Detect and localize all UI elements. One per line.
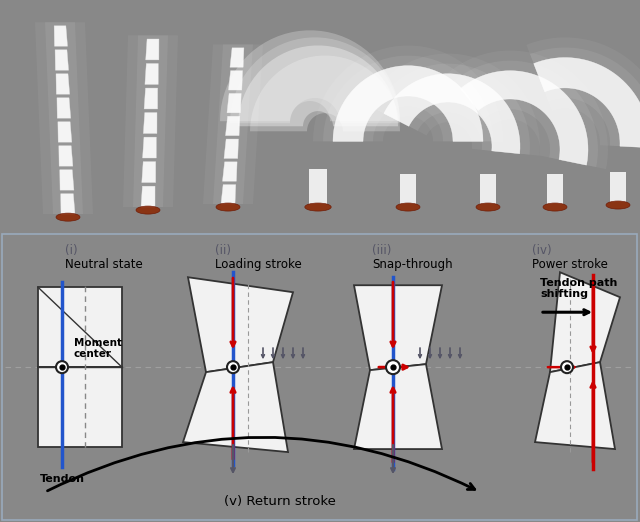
Polygon shape — [188, 277, 293, 372]
Text: (v) Return stroke: (v) Return stroke — [224, 495, 336, 508]
Polygon shape — [220, 30, 400, 121]
Circle shape — [386, 360, 400, 374]
Polygon shape — [228, 70, 243, 90]
Polygon shape — [54, 26, 67, 46]
Polygon shape — [224, 139, 239, 158]
Text: Moment
center: Moment center — [74, 338, 122, 359]
Ellipse shape — [305, 203, 332, 211]
Polygon shape — [460, 70, 588, 165]
Polygon shape — [366, 54, 540, 156]
Polygon shape — [35, 22, 93, 214]
Polygon shape — [143, 137, 156, 158]
Polygon shape — [203, 44, 263, 204]
Circle shape — [56, 361, 68, 373]
Polygon shape — [530, 48, 640, 148]
Polygon shape — [313, 45, 503, 141]
Polygon shape — [55, 50, 68, 70]
Polygon shape — [59, 146, 73, 166]
Text: Loading stroke: Loading stroke — [215, 258, 301, 271]
Polygon shape — [238, 45, 398, 126]
Polygon shape — [354, 364, 442, 449]
Polygon shape — [146, 39, 159, 60]
Text: Neutral state: Neutral state — [65, 258, 143, 271]
Text: (ii): (ii) — [215, 244, 231, 257]
Polygon shape — [230, 38, 400, 123]
Polygon shape — [250, 56, 400, 132]
Polygon shape — [230, 48, 244, 67]
Ellipse shape — [56, 213, 80, 221]
Polygon shape — [38, 287, 122, 367]
Polygon shape — [227, 93, 241, 113]
Ellipse shape — [543, 203, 567, 211]
Polygon shape — [142, 162, 156, 183]
Polygon shape — [550, 272, 620, 372]
Polygon shape — [56, 74, 70, 94]
Polygon shape — [61, 194, 75, 214]
Ellipse shape — [216, 203, 240, 211]
Polygon shape — [223, 162, 237, 181]
Text: Tendon path
shifting: Tendon path shifting — [540, 278, 618, 299]
Circle shape — [561, 361, 573, 373]
Polygon shape — [143, 113, 157, 134]
Text: Power stroke: Power stroke — [532, 258, 608, 271]
Polygon shape — [141, 186, 155, 207]
Polygon shape — [535, 362, 615, 449]
Polygon shape — [384, 74, 520, 153]
Polygon shape — [375, 64, 530, 155]
Polygon shape — [225, 116, 240, 136]
Polygon shape — [58, 122, 72, 142]
Polygon shape — [400, 174, 416, 204]
Polygon shape — [333, 66, 483, 141]
Ellipse shape — [396, 203, 420, 211]
Polygon shape — [480, 174, 496, 204]
Polygon shape — [57, 98, 70, 118]
Polygon shape — [144, 88, 157, 109]
Circle shape — [227, 361, 239, 373]
Polygon shape — [221, 185, 236, 204]
Polygon shape — [447, 51, 608, 169]
Polygon shape — [60, 170, 74, 190]
Polygon shape — [610, 172, 626, 202]
Polygon shape — [145, 64, 158, 85]
Ellipse shape — [476, 203, 500, 211]
Polygon shape — [38, 367, 122, 447]
Ellipse shape — [606, 201, 630, 209]
Polygon shape — [354, 285, 442, 370]
Polygon shape — [123, 35, 178, 207]
Polygon shape — [309, 169, 327, 204]
Polygon shape — [183, 362, 288, 452]
Text: (iv): (iv) — [532, 244, 552, 257]
Polygon shape — [534, 57, 640, 148]
Text: Tendon: Tendon — [40, 474, 84, 484]
Polygon shape — [547, 174, 563, 204]
Polygon shape — [526, 38, 640, 149]
Polygon shape — [323, 56, 493, 141]
Text: (iii): (iii) — [372, 244, 392, 257]
Polygon shape — [213, 44, 253, 204]
Text: (i): (i) — [65, 244, 77, 257]
Polygon shape — [133, 35, 168, 207]
Polygon shape — [45, 22, 83, 214]
Text: Snap-through: Snap-through — [372, 258, 452, 271]
Polygon shape — [454, 61, 598, 167]
Ellipse shape — [136, 206, 160, 214]
